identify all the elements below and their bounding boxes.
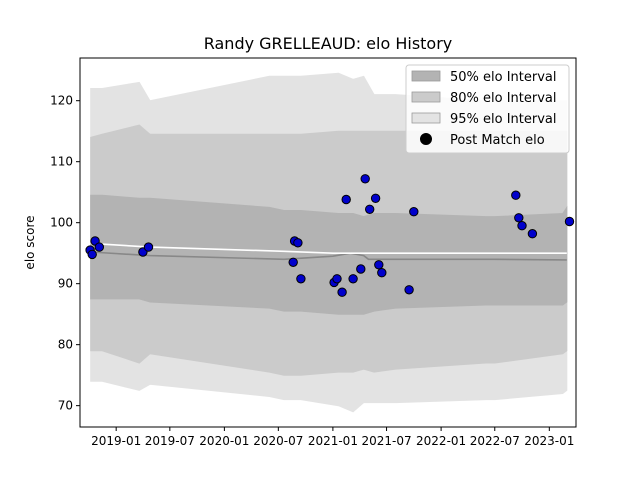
x-tick-label: 2021-01	[308, 434, 358, 448]
white-line	[90, 242, 567, 254]
post-match-point	[511, 190, 521, 200]
interval-bands	[90, 72, 568, 413]
x-tick-label: 2019-01	[91, 434, 141, 448]
post-match-point	[360, 174, 370, 184]
y-axis-label: elo score	[23, 215, 37, 269]
post-match-point	[293, 238, 303, 248]
legend-label: Post Match elo	[450, 133, 545, 148]
legend-box	[405, 64, 570, 154]
plot-frame	[79, 57, 577, 428]
x-axis: 2019-01 2019-07 2020-01 2020-07 2021-01 2021-…	[91, 427, 574, 448]
post-match-point	[348, 274, 358, 284]
legend-marker-points	[420, 133, 432, 145]
post-match-point	[370, 193, 381, 204]
legend: 50% elo Interval 80% elo Interval 95% elo …	[405, 64, 570, 154]
post-match-point	[332, 274, 342, 284]
chart-title: Randy GRELLEAUD: elo History	[204, 34, 453, 53]
legend-label: 80% elo Interval	[450, 91, 557, 106]
legend-swatch-band-95	[411, 112, 441, 124]
x-tick-label: 2020-01	[199, 434, 249, 448]
x-tick-label: 2022-07	[470, 434, 520, 448]
post-match-point	[374, 260, 384, 270]
post-match-point	[377, 268, 387, 278]
legend-label: 95% elo Interval	[450, 112, 557, 127]
y-tick-label: 80	[58, 338, 73, 352]
post-match-point	[143, 242, 154, 252]
post-match-point	[404, 285, 414, 295]
post-match-point	[365, 204, 375, 215]
post-match-point	[87, 249, 97, 260]
legend-swatch-band-80	[411, 91, 441, 103]
x-tick-label: 2022-01	[416, 434, 466, 448]
post-match-point	[517, 221, 527, 231]
y-tick-label: 70	[58, 399, 73, 413]
post-match-point	[409, 207, 419, 217]
mean-line	[90, 251, 567, 261]
post-match-point	[527, 229, 538, 239]
post-match-point	[514, 213, 524, 223]
post-match-point	[564, 216, 575, 227]
legend-swatch-band-50	[411, 70, 441, 82]
y-tick-label: 120	[50, 94, 73, 108]
x-tick-label: 2020-07	[253, 434, 303, 448]
band-50-interval-band	[90, 194, 568, 315]
post-match-point	[296, 274, 306, 284]
post-match-point	[94, 242, 105, 252]
post-match-point	[288, 257, 298, 267]
x-tick-label: 2023-01	[524, 434, 574, 448]
x-tick-label: 2021-07	[361, 434, 411, 448]
post-match-point	[356, 264, 366, 274]
y-tick-label: 110	[50, 155, 73, 169]
post-match-point	[337, 287, 347, 297]
x-tick-label: 2019-07	[145, 434, 195, 448]
post-match-points	[85, 174, 575, 297]
y-tick-label: 90	[58, 277, 73, 291]
y-axis: 70 80 90 100 110 120	[50, 94, 80, 413]
legend-label: 50% elo Interval	[450, 70, 557, 85]
y-tick-label: 100	[50, 216, 73, 230]
elo-lines	[90, 242, 567, 261]
post-match-point	[341, 194, 351, 205]
